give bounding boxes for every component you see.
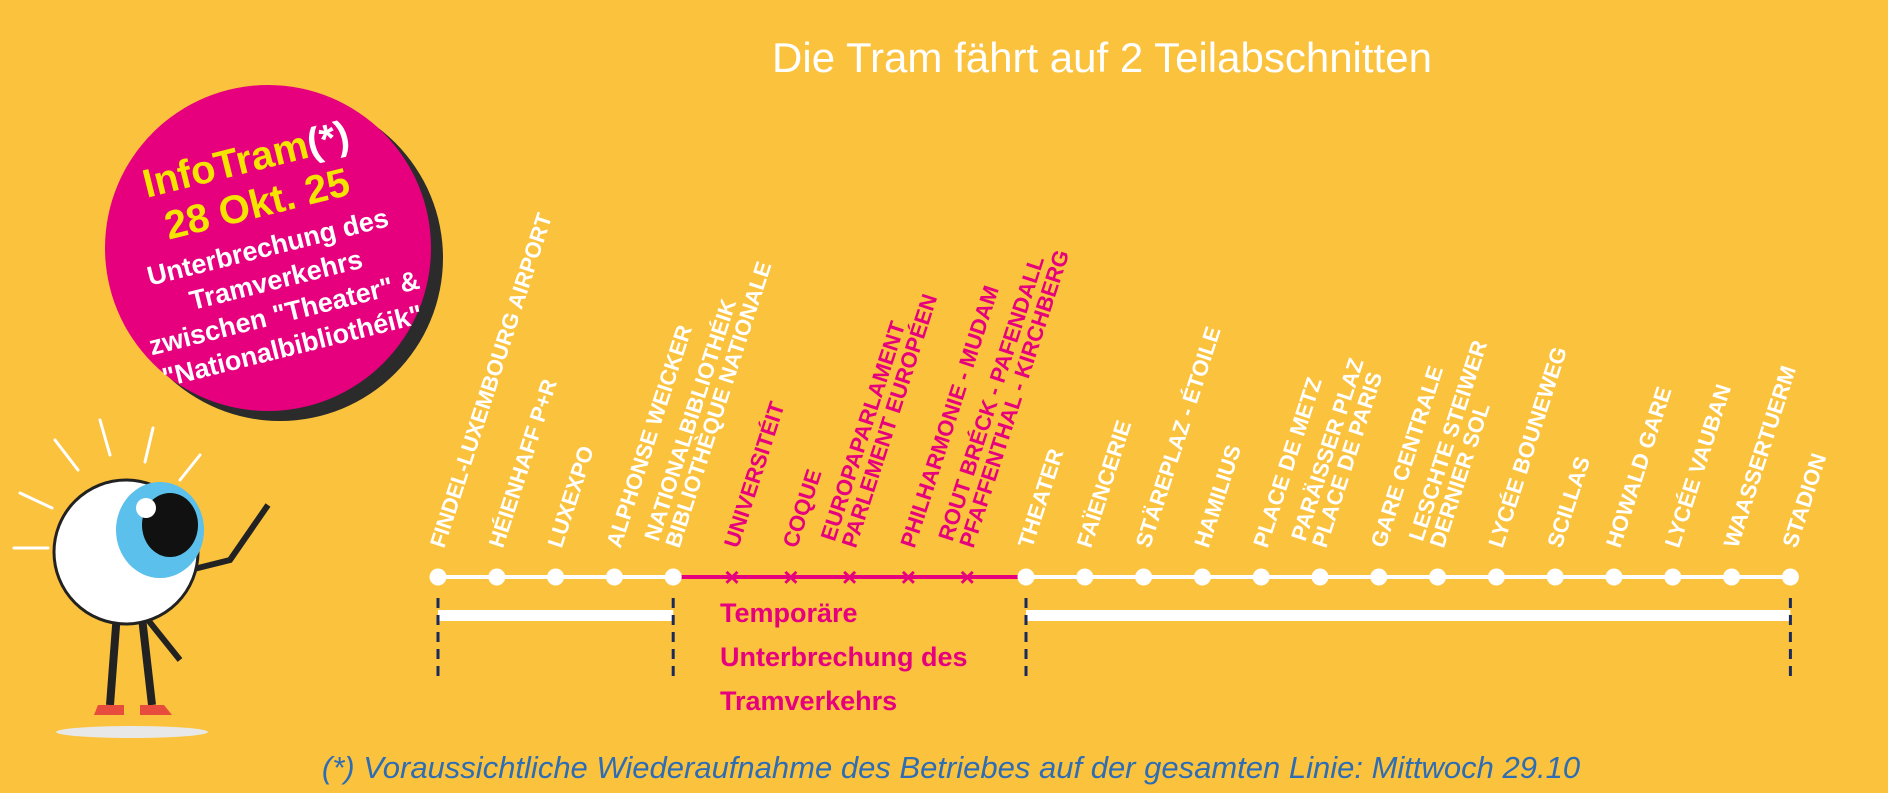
station-dot: [664, 568, 682, 586]
station-dot: [605, 568, 623, 586]
station-dot: [1487, 568, 1505, 586]
interruption-text: Temporäre: [720, 598, 858, 628]
station-dot: [1017, 568, 1035, 586]
station-dot: [1370, 568, 1388, 586]
interruption-text: Unterbrechung des: [720, 642, 968, 672]
station-dot: [1781, 568, 1799, 586]
station-dot: [1076, 568, 1094, 586]
station-dot: [1252, 568, 1270, 586]
station-dot: [1193, 568, 1211, 586]
title: Die Tram fährt auf 2 Teilabschnitten: [772, 34, 1432, 81]
station-dot: [1664, 568, 1682, 586]
station-cross: ×: [960, 562, 975, 592]
station-cross: ×: [783, 562, 798, 592]
station-dot: [1546, 568, 1564, 586]
badge-mark: (*): [302, 113, 354, 166]
interruption-text: Tramverkehrs: [720, 686, 897, 716]
station-dot: [1429, 568, 1447, 586]
mascot: [12, 418, 271, 738]
station-cross: ×: [842, 562, 857, 592]
station-cross: ×: [724, 562, 739, 592]
segment-bar: [1026, 610, 1791, 621]
station-dot: [1723, 568, 1741, 586]
segment-bar: [438, 610, 674, 621]
footnote: (*) Voraussichtliche Wiederaufnahme des …: [322, 750, 1580, 785]
station-dot: [1605, 568, 1623, 586]
station-dot: [488, 568, 506, 586]
station-dot: [547, 568, 565, 586]
station-cross: ×: [901, 562, 916, 592]
badge: [105, 85, 431, 411]
station-dot: [429, 568, 447, 586]
station-dot: [1311, 568, 1329, 586]
station-dot: [1135, 568, 1153, 586]
